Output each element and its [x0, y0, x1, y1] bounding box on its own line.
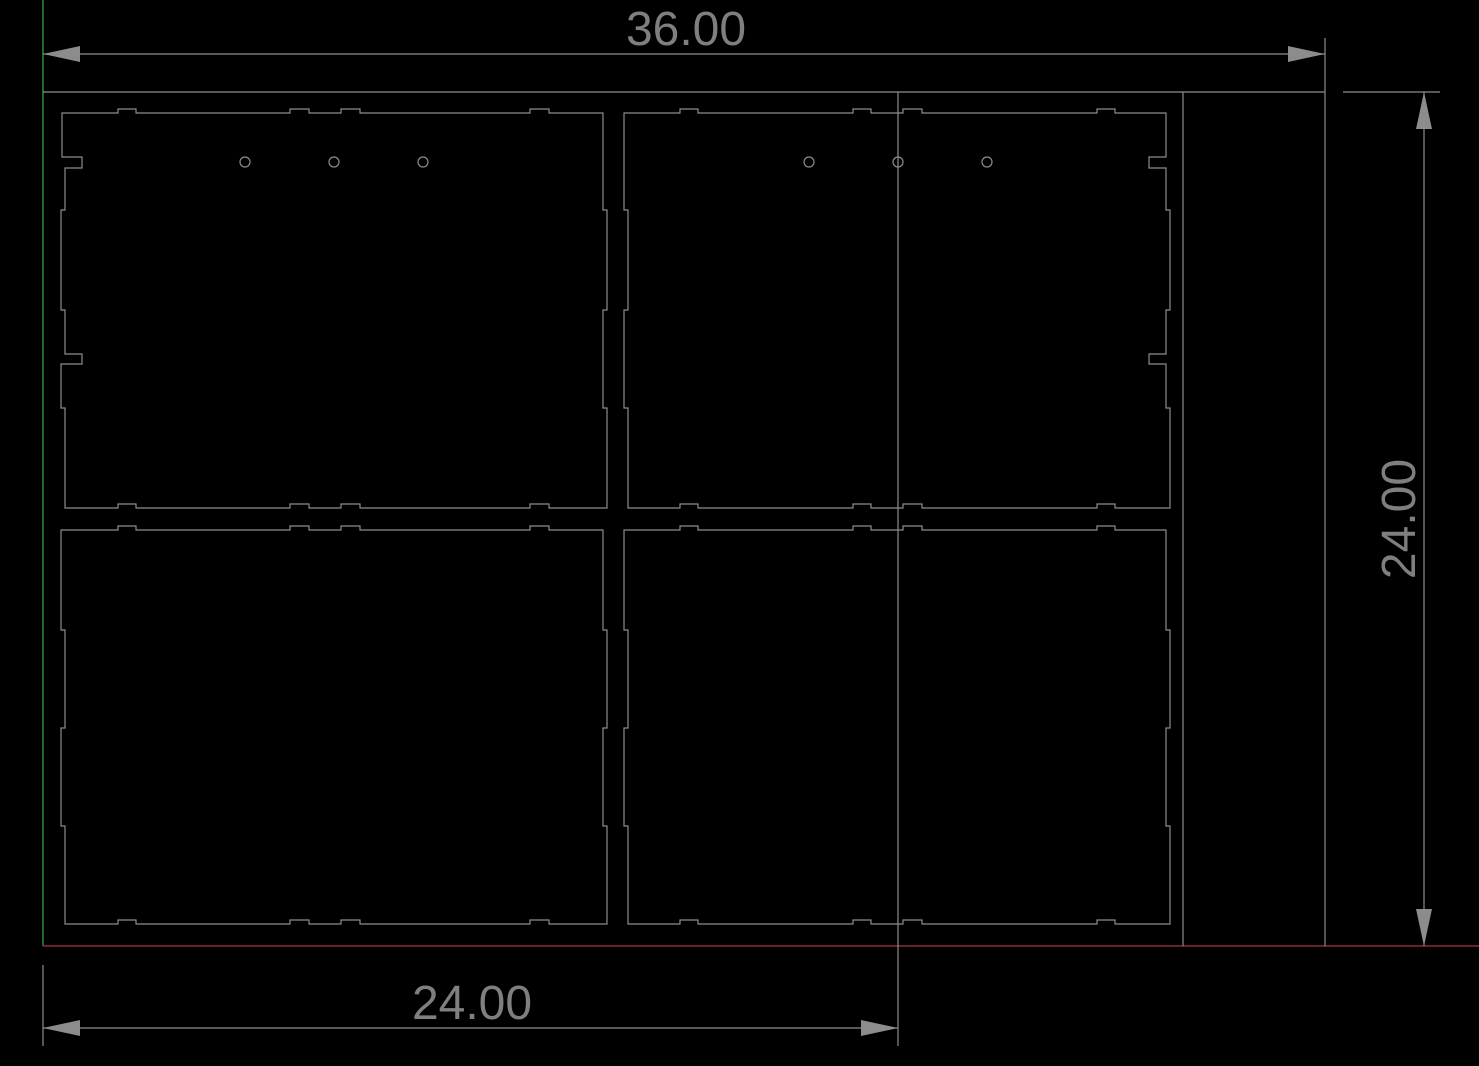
dimension-bottom-label: 24.00 [412, 977, 532, 1030]
hole-icon [892, 156, 904, 168]
panel-bottom-right[interactable] [623, 525, 1171, 925]
panel-top-right[interactable] [623, 108, 1171, 509]
sheet-outline [43, 38, 1440, 1046]
hole-icon [981, 156, 993, 168]
dimension-bottom-width [42, 965, 898, 1046]
hole-icon [239, 156, 251, 168]
arrow-up-icon [1416, 92, 1432, 129]
arrow-right-icon [861, 1020, 898, 1036]
arrow-right-icon [1288, 46, 1325, 62]
hole-icon [328, 156, 340, 168]
dimension-top-width [43, 46, 1325, 62]
dimension-top-label: 36.00 [626, 3, 746, 56]
dimension-right-label: 24.00 [1373, 459, 1426, 579]
arrow-left-icon [43, 1020, 80, 1036]
hole-icon [417, 156, 429, 168]
panel-top-left[interactable] [60, 108, 608, 509]
hole-icon [803, 156, 815, 168]
dimension-right-height [1416, 92, 1432, 946]
arrow-left-icon [43, 46, 80, 62]
arrow-down-icon [1416, 909, 1432, 946]
panel-bottom-left[interactable] [60, 525, 608, 925]
